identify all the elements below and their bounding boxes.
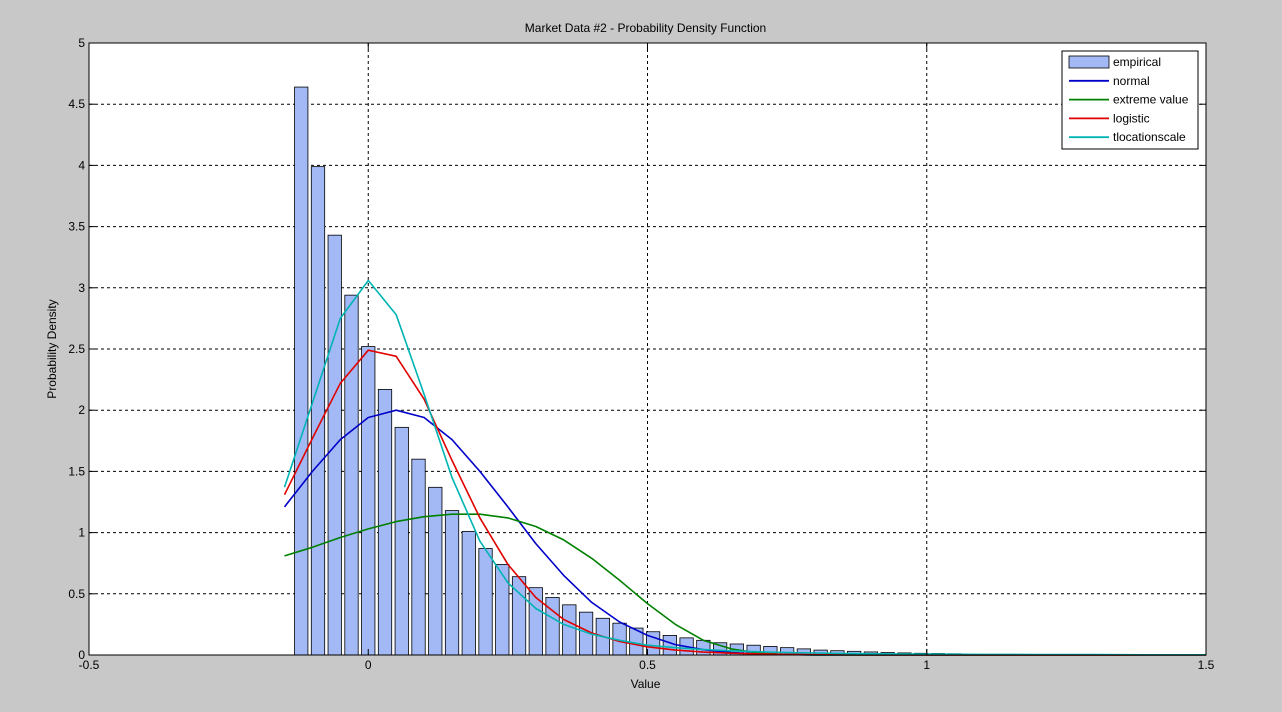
x-tick-label: 0 — [365, 658, 372, 672]
legend[interactable]: empirical normal extreme value logistic tloc… — [1061, 50, 1199, 150]
x-tick-label: 1.5 — [1198, 658, 1215, 672]
y-tick-label: 5 — [78, 36, 85, 50]
legend-label: empirical — [1113, 55, 1161, 69]
histogram-bar — [444, 510, 460, 656]
y-tick-label: 3.5 — [68, 220, 85, 234]
histogram-bar — [294, 86, 309, 656]
histogram-bar — [495, 564, 510, 656]
histogram-bar — [377, 388, 393, 656]
histogram-bar — [344, 294, 359, 656]
series-line-tlocationscale — [283, 279, 1206, 656]
axis-ticks: -0.5 0 0.5 1 1.500.511.522.533.544.55 — [68, 36, 1214, 672]
y-tick-label: 4 — [78, 158, 85, 172]
grid-lines — [89, 43, 1206, 655]
x-tick-label: 1 — [923, 658, 930, 672]
histogram-bar — [394, 426, 409, 656]
y-tick-label: 3 — [78, 281, 85, 295]
histogram-bar — [461, 530, 476, 656]
legend-label: normal — [1113, 74, 1150, 88]
y-tick-label: 2.5 — [68, 342, 85, 356]
histogram-bar — [562, 604, 577, 656]
histogram-bar — [662, 635, 677, 656]
histogram-bar — [428, 486, 443, 656]
y-tick-label: 2 — [78, 403, 85, 417]
histogram-bar — [411, 458, 426, 656]
y-tick-label: 0 — [78, 648, 85, 662]
y-axis-label: Probability Density — [45, 299, 59, 398]
legend-label: logistic — [1113, 111, 1150, 125]
y-tick-label: 4.5 — [68, 97, 85, 111]
x-tick-label: -0.5 — [79, 658, 100, 672]
legend-swatch-empirical — [1068, 55, 1110, 69]
y-tick-label: 1.5 — [68, 464, 85, 478]
legend-label: tlocationscale — [1113, 130, 1186, 144]
y-tick-label: 1 — [78, 526, 85, 540]
chart-title: Market Data #2 - Probability Density Fun… — [525, 21, 766, 35]
histogram-bar — [478, 548, 493, 656]
x-tick-label: 0.5 — [639, 658, 656, 672]
histogram-bars — [294, 86, 962, 656]
y-tick-label: 0.5 — [68, 587, 85, 601]
histogram-bar — [310, 166, 326, 656]
histogram-bar — [361, 346, 376, 656]
legend-label: extreme value — [1113, 93, 1189, 107]
x-axis-label: Value — [631, 677, 661, 691]
